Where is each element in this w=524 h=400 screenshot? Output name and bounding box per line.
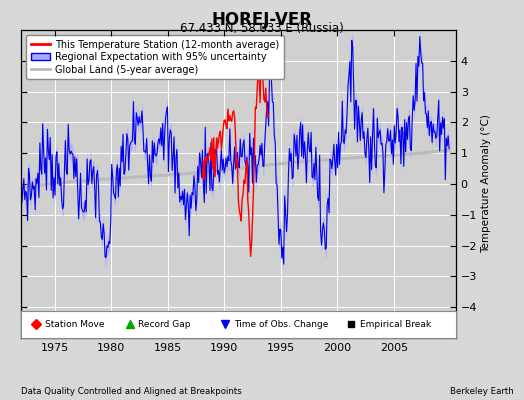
Text: Record Gap: Record Gap	[138, 320, 191, 329]
Text: Time of Obs. Change: Time of Obs. Change	[234, 320, 329, 329]
Legend: This Temperature Station (12-month average), Regional Expectation with 95% uncer: This Temperature Station (12-month avera…	[26, 35, 284, 80]
Text: Berkeley Earth: Berkeley Earth	[450, 387, 514, 396]
Text: Data Quality Controlled and Aligned at Breakpoints: Data Quality Controlled and Aligned at B…	[21, 387, 242, 396]
Text: HOREJ-VER: HOREJ-VER	[212, 11, 312, 29]
Text: Station Move: Station Move	[45, 320, 104, 329]
Text: Empirical Break: Empirical Break	[360, 320, 431, 329]
Y-axis label: Temperature Anomaly (°C): Temperature Anomaly (°C)	[482, 114, 492, 254]
Text: 67.433 N, 58.033 E (Russia): 67.433 N, 58.033 E (Russia)	[180, 22, 344, 35]
